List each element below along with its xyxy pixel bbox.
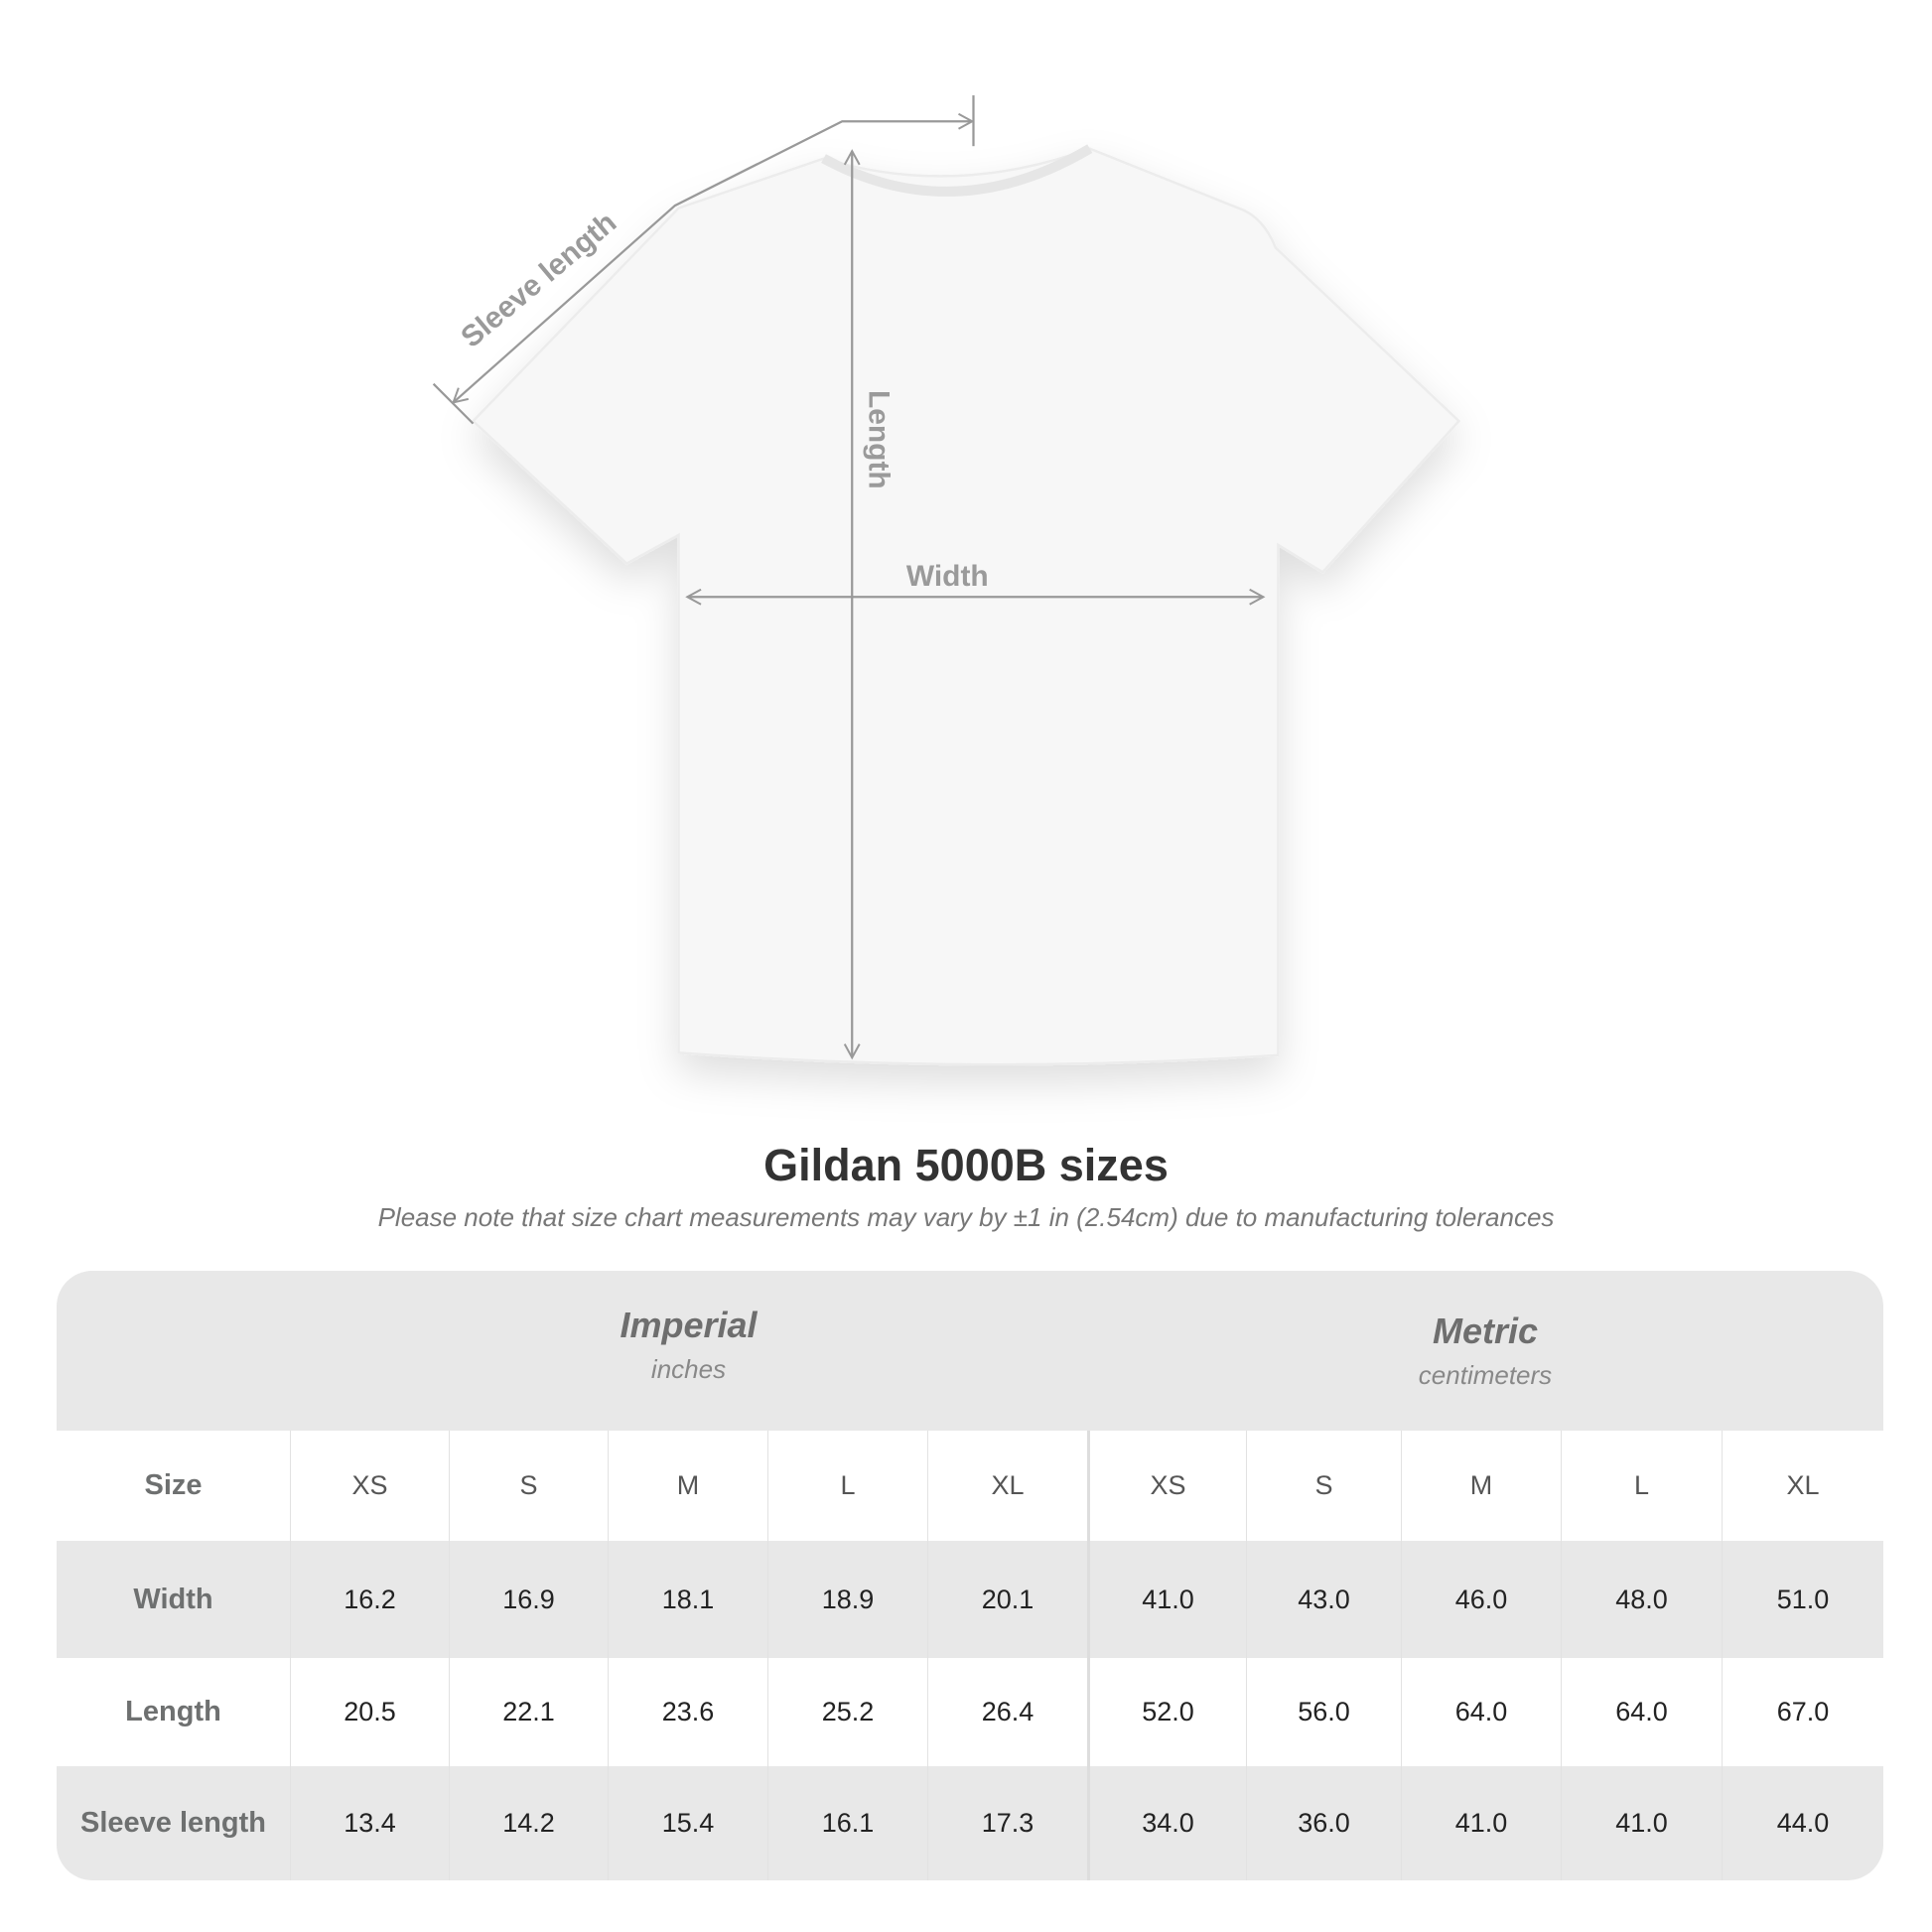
table-cell: 48.0 [1561, 1541, 1722, 1658]
table-cell: 56.0 [1246, 1658, 1401, 1766]
table-cell: 41.0 [1561, 1766, 1722, 1880]
row-label: Width [133, 1583, 213, 1615]
table-cell: 16.2 [290, 1541, 449, 1658]
size-header-cell: XL [1722, 1431, 1883, 1541]
metric-header: Metric centimeters [1087, 1277, 1883, 1437]
table-cell: 34.0 [1087, 1766, 1246, 1880]
table-cell: 14.2 [449, 1766, 608, 1880]
tolerance-note: Please note that size chart measurements… [377, 1202, 1555, 1232]
page-title: Gildan 5000B sizes [763, 1140, 1169, 1190]
table-cell: 23.6 [608, 1658, 767, 1766]
table-cell: 17.3 [927, 1766, 1087, 1880]
table-cell: 64.0 [1401, 1658, 1561, 1766]
length-label: Length [863, 390, 896, 489]
size-header-cell: L [767, 1431, 927, 1541]
table-cell: 22.1 [449, 1658, 608, 1766]
table-cell: 41.0 [1401, 1766, 1561, 1880]
table-row: Width 16.2 16.9 18.1 18.9 20.1 41.0 43.0 46.0 48.… [57, 1541, 1883, 1658]
table-cell: 44.0 [1722, 1766, 1883, 1880]
size-header-cell: S [1246, 1431, 1401, 1541]
sleeve-arrow [452, 112, 975, 404]
imperial-label: Imperial [620, 1305, 758, 1345]
table-cell: 18.9 [767, 1541, 927, 1658]
table-cell: 51.0 [1722, 1541, 1883, 1658]
table-cell: 67.0 [1722, 1658, 1883, 1766]
table-cell: 16.9 [449, 1541, 608, 1658]
metric-unit: centimeters [1418, 1360, 1553, 1390]
width-label: Width [906, 560, 989, 593]
sleeve-tick [432, 382, 475, 425]
table-cell: 36.0 [1246, 1766, 1401, 1880]
row-label: Sleeve length [80, 1807, 266, 1839]
table-cell: 25.2 [767, 1658, 927, 1766]
table-cell: 15.4 [608, 1766, 767, 1880]
size-header-row: Size XS S M L XL XS S M L XL [57, 1431, 1883, 1541]
size-label: Size [144, 1469, 203, 1501]
size-header-cell: XL [927, 1431, 1087, 1541]
size-header-cell: S [449, 1431, 608, 1541]
size-header-cell: M [608, 1431, 767, 1541]
table-cell: 41.0 [1087, 1541, 1246, 1658]
row-label: Length [125, 1696, 221, 1727]
tshirt-image [471, 147, 1461, 1066]
table-cell: 52.0 [1087, 1658, 1246, 1766]
table-cell: 26.4 [927, 1658, 1087, 1766]
size-header-cell: M [1401, 1431, 1561, 1541]
table-row: Sleeve length 13.4 14.2 15.4 16.1 17.3 34.0 36.… [57, 1766, 1883, 1880]
table-cell: 43.0 [1246, 1541, 1401, 1658]
imperial-header: Imperial inches [290, 1271, 1087, 1431]
imperial-unit: inches [650, 1354, 727, 1384]
table-row: Length 20.5 22.1 23.6 25.2 26.4 52.0 56.0 64.0 64… [57, 1658, 1883, 1766]
size-table: Imperial inches Metric centimeters Size X… [57, 1271, 1883, 1880]
size-header-cell: XS [1087, 1431, 1246, 1541]
table-cell: 16.1 [767, 1766, 927, 1880]
table-cell: 13.4 [290, 1766, 449, 1880]
table-cell: 46.0 [1401, 1541, 1561, 1658]
table-cell: 18.1 [608, 1541, 767, 1658]
size-header-cell: L [1561, 1431, 1722, 1541]
table-cell: 20.1 [927, 1541, 1087, 1658]
metric-label: Metric [1432, 1311, 1539, 1351]
size-header-cell: XS [290, 1431, 449, 1541]
table-cell: 64.0 [1561, 1658, 1722, 1766]
table-cell: 20.5 [290, 1658, 449, 1766]
